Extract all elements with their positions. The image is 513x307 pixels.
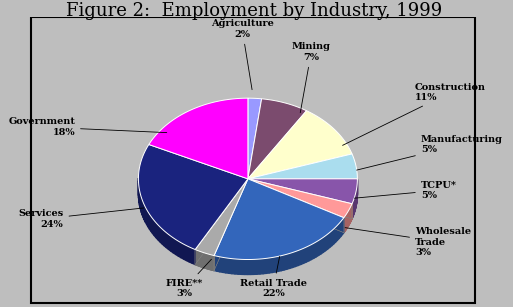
Polygon shape [284,254,287,270]
Polygon shape [229,258,232,274]
Polygon shape [238,259,241,274]
Polygon shape [248,111,352,179]
Polygon shape [158,225,160,242]
Polygon shape [263,258,266,274]
Polygon shape [301,248,304,264]
Polygon shape [248,98,262,179]
Polygon shape [143,203,144,220]
Polygon shape [232,259,235,274]
Polygon shape [162,229,164,246]
Polygon shape [154,221,156,238]
Polygon shape [314,242,316,258]
Polygon shape [256,259,260,274]
Polygon shape [176,239,179,256]
Polygon shape [342,218,344,235]
Polygon shape [220,257,223,272]
Polygon shape [151,216,152,234]
Polygon shape [142,200,143,218]
Polygon shape [287,253,290,269]
Polygon shape [325,234,327,251]
Text: FIRE**
3%: FIRE** 3% [166,259,211,298]
Polygon shape [160,227,162,244]
Polygon shape [179,241,181,258]
Polygon shape [323,236,325,252]
Polygon shape [319,239,321,255]
Polygon shape [278,256,281,271]
Polygon shape [290,253,292,268]
Polygon shape [336,225,337,242]
Polygon shape [250,259,253,274]
Polygon shape [337,223,339,240]
Polygon shape [333,227,336,244]
Polygon shape [281,255,284,271]
Polygon shape [304,247,306,263]
Polygon shape [226,258,229,273]
Polygon shape [248,179,358,204]
Polygon shape [149,98,248,179]
Polygon shape [275,256,278,272]
Polygon shape [149,214,151,231]
Polygon shape [266,258,269,274]
Polygon shape [235,259,238,274]
Polygon shape [327,232,330,249]
Text: Figure 2:  Employment by Industry, 1999: Figure 2: Employment by Industry, 1999 [66,2,442,20]
Polygon shape [241,259,244,274]
Polygon shape [316,240,319,257]
Polygon shape [223,257,226,273]
Polygon shape [295,251,298,266]
Text: Retail Trade
22%: Retail Trade 22% [240,256,307,298]
Polygon shape [184,244,187,261]
Polygon shape [189,247,192,263]
Polygon shape [187,246,189,262]
Polygon shape [146,207,147,225]
Polygon shape [217,256,220,272]
Polygon shape [141,195,142,213]
Polygon shape [321,237,323,254]
Polygon shape [214,179,344,259]
Text: Manufacturing
5%: Manufacturing 5% [357,134,503,170]
Polygon shape [148,212,149,229]
Polygon shape [269,258,272,273]
Polygon shape [181,243,184,259]
Polygon shape [298,250,301,266]
Polygon shape [166,233,169,249]
Polygon shape [164,231,166,248]
Polygon shape [339,222,341,239]
Polygon shape [260,259,263,274]
Polygon shape [192,248,195,265]
Polygon shape [244,259,247,274]
Polygon shape [248,154,358,179]
Polygon shape [171,236,173,253]
Polygon shape [144,205,146,222]
Polygon shape [248,99,307,179]
Polygon shape [306,246,309,262]
Text: Mining
7%: Mining 7% [292,42,331,113]
Polygon shape [195,179,248,255]
Polygon shape [147,210,148,227]
Polygon shape [331,229,333,246]
Text: TCPU*
5%: TCPU* 5% [354,181,457,200]
Polygon shape [253,259,256,274]
Polygon shape [309,245,311,261]
Text: Government
18%: Government 18% [8,117,167,137]
Polygon shape [330,231,331,247]
Text: Wholesale
Trade
3%: Wholesale Trade 3% [345,227,471,257]
Polygon shape [248,179,352,218]
Polygon shape [272,257,275,273]
Text: Agriculture
2%: Agriculture 2% [211,19,273,90]
Text: Construction
11%: Construction 11% [343,83,486,145]
Polygon shape [292,251,295,267]
Polygon shape [173,238,176,255]
Polygon shape [214,255,217,271]
Polygon shape [341,220,342,237]
Polygon shape [140,193,141,210]
Polygon shape [311,243,314,260]
Polygon shape [156,223,158,240]
Polygon shape [247,259,250,274]
Polygon shape [169,235,171,251]
Polygon shape [152,219,154,236]
Text: Services
24%: Services 24% [18,208,144,229]
Polygon shape [139,145,248,250]
